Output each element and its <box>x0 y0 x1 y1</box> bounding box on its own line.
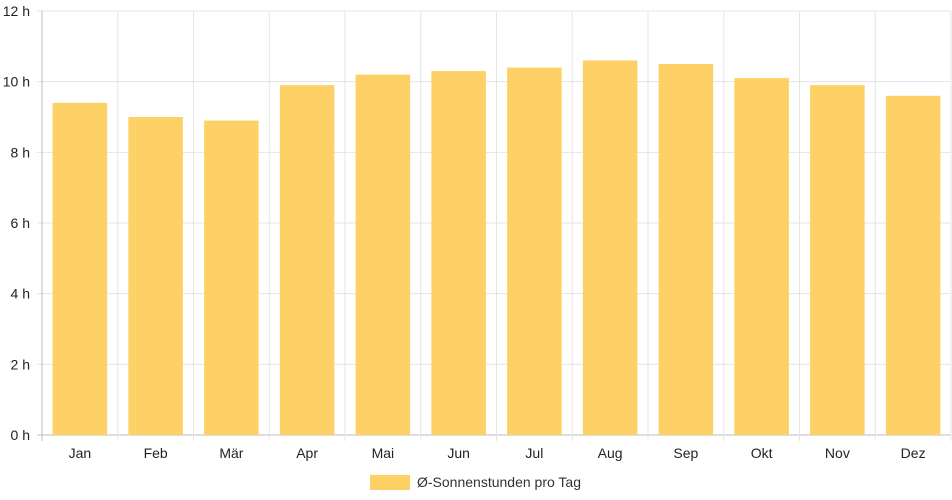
x-tick-label: Nov <box>825 445 850 461</box>
y-tick-label: 4 h <box>11 286 30 302</box>
y-tick-label: 8 h <box>11 144 30 160</box>
x-tick-label: Jul <box>525 445 543 461</box>
bar-jan[interactable] <box>52 102 108 435</box>
x-axis: Jan Feb Mär Apr Mai Jun Jul Aug Sep Okt Nov Dez <box>69 445 926 461</box>
x-tick-label: Mai <box>372 445 395 461</box>
bar-mär[interactable] <box>204 120 259 436</box>
bar-aug[interactable] <box>582 60 638 435</box>
bar-apr[interactable] <box>279 85 335 435</box>
x-tick-label: Feb <box>144 445 168 461</box>
bar-jul[interactable] <box>507 67 562 436</box>
bar-feb[interactable] <box>128 117 183 435</box>
x-tick-label: Jun <box>447 445 470 461</box>
x-tick-label: Mär <box>219 445 243 461</box>
y-tick-label: 10 h <box>3 74 30 90</box>
bar-dez[interactable] <box>885 95 941 436</box>
bar-jun[interactable] <box>431 71 486 436</box>
y-tick-label: 6 h <box>11 215 30 231</box>
x-tick-label: Apr <box>296 445 318 461</box>
y-tick-label: 0 h <box>11 427 30 443</box>
x-tick-label: Dez <box>901 445 926 461</box>
x-tick-label: Okt <box>751 445 773 461</box>
bar-nov[interactable] <box>810 85 865 435</box>
bar-okt[interactable] <box>734 78 789 435</box>
bar-sep[interactable] <box>658 64 714 435</box>
bars <box>52 60 941 436</box>
legend-label[interactable]: Ø-Sonnenstunden pro Tag <box>417 474 581 490</box>
y-tick-label: 2 h <box>11 356 30 372</box>
y-tick-label: 12 h <box>3 3 30 19</box>
bar-mai[interactable] <box>355 74 411 435</box>
y-axis: 0 h 2 h 4 h 6 h 8 h 10 h 12 h <box>3 3 30 443</box>
legend[interactable]: Ø-Sonnenstunden pro Tag <box>370 474 581 490</box>
legend-swatch[interactable] <box>370 475 410 490</box>
x-tick-label: Aug <box>598 445 623 461</box>
grid-lines <box>37 10 952 441</box>
x-tick-label: Sep <box>673 445 698 461</box>
x-tick-label: Jan <box>69 445 92 461</box>
